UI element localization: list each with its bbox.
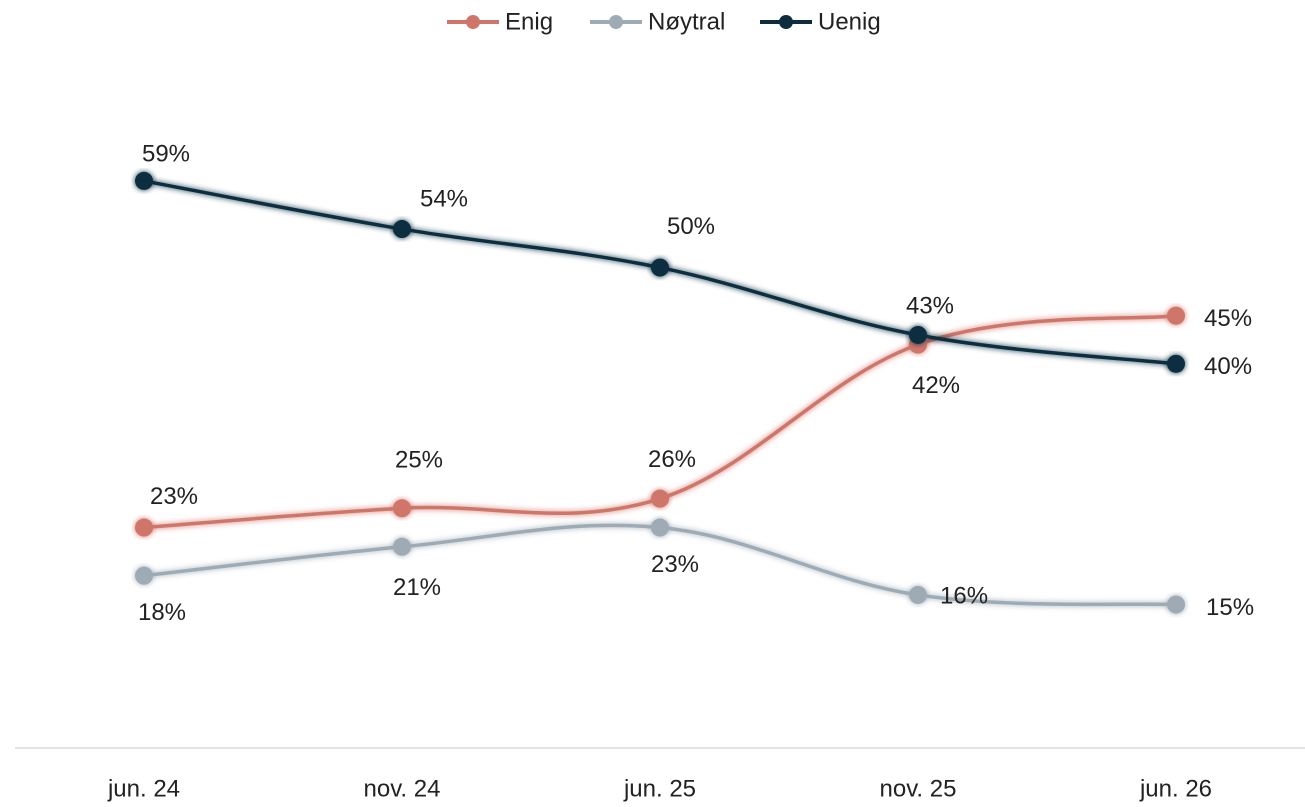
x-tick-label: jun. 25 <box>623 775 696 802</box>
data-label: 59% <box>142 140 190 167</box>
point <box>393 537 411 556</box>
data-label: 15% <box>1206 594 1254 621</box>
legend-marker <box>466 15 480 29</box>
data-label: 23% <box>150 483 198 510</box>
legend-label: Enig <box>505 8 553 35</box>
point <box>651 258 669 277</box>
data-label: 21% <box>393 574 441 601</box>
data-label: 45% <box>1204 305 1252 332</box>
point <box>393 220 411 239</box>
point <box>135 171 153 190</box>
data-label: 25% <box>395 447 443 474</box>
point <box>909 325 927 344</box>
x-tick-label: nov. 24 <box>364 775 441 802</box>
point <box>135 566 153 585</box>
point <box>651 489 669 508</box>
data-label: 40% <box>1204 353 1252 380</box>
point <box>909 585 927 604</box>
point <box>1167 306 1185 325</box>
point <box>651 518 669 537</box>
point <box>1167 354 1185 373</box>
data-label: 42% <box>912 372 960 399</box>
x-tick-label: nov. 25 <box>880 775 957 802</box>
point <box>393 499 411 518</box>
data-label: 26% <box>648 446 696 473</box>
legend-marker <box>779 15 793 29</box>
data-label: 54% <box>420 185 468 212</box>
legend-label: Uenig <box>818 8 881 35</box>
data-label: 43% <box>906 292 954 319</box>
point <box>1167 595 1185 614</box>
data-label: 16% <box>940 582 988 609</box>
x-tick-label: jun. 24 <box>107 775 180 802</box>
legend-label: Nøytral <box>648 8 725 35</box>
x-tick-label: jun. 26 <box>1139 775 1212 802</box>
data-label: 50% <box>667 213 715 240</box>
legend-marker <box>609 15 623 29</box>
data-label: 23% <box>651 551 699 578</box>
data-label: 18% <box>138 599 186 626</box>
point <box>135 518 153 537</box>
